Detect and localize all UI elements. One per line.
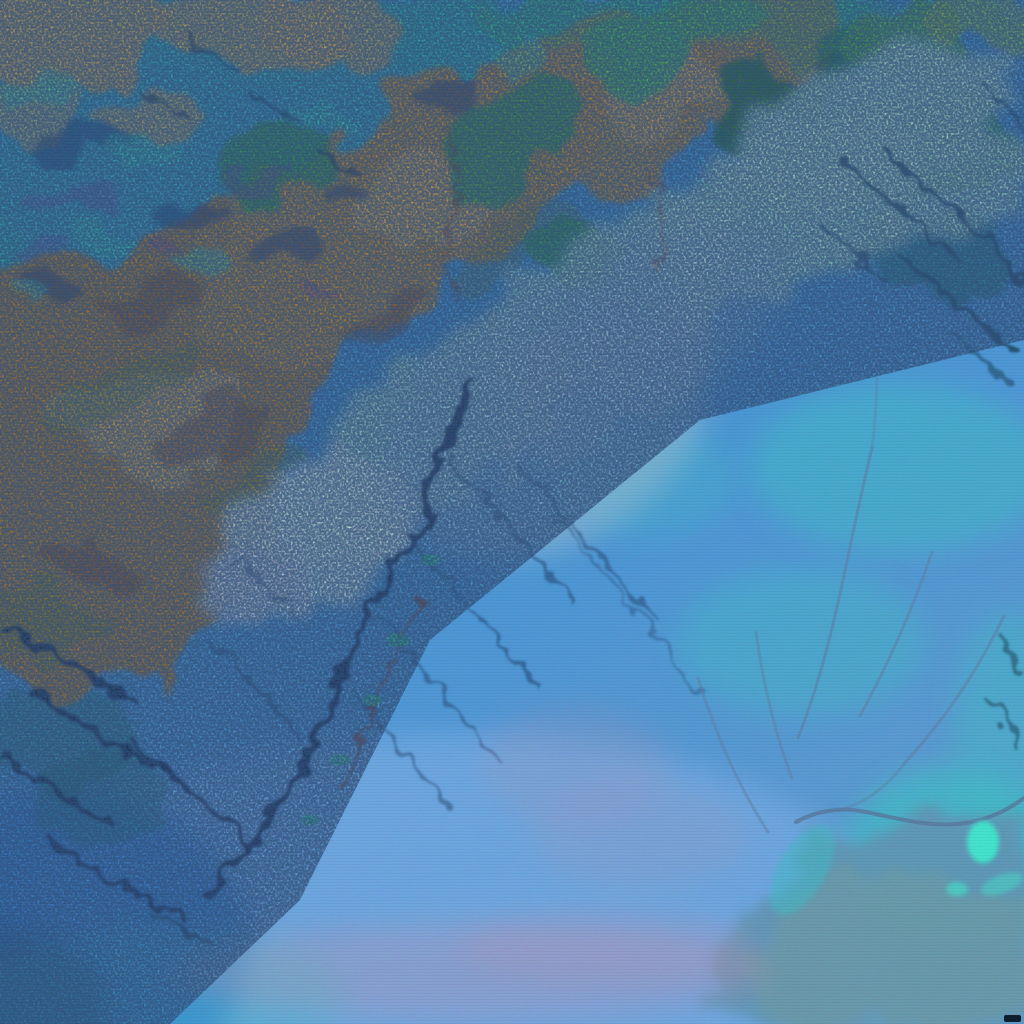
dark-artifact-mark	[1004, 1015, 1021, 1022]
